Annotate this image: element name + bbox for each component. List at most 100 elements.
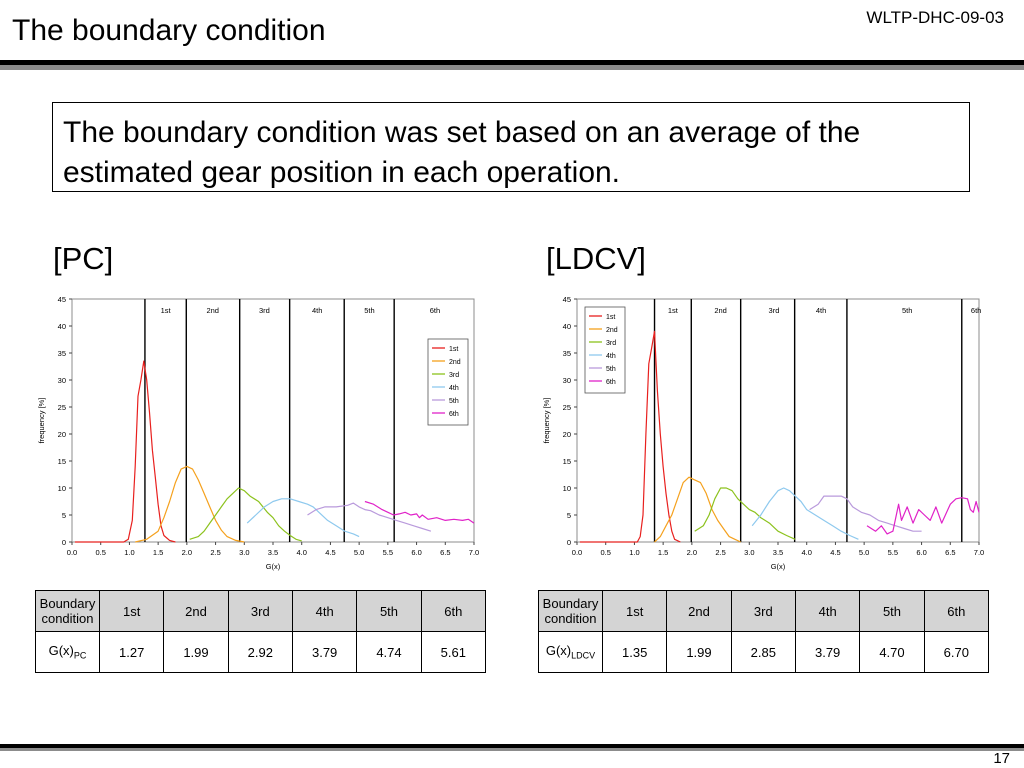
x-tick-label: 5.0 bbox=[859, 548, 869, 557]
value-cell: 3.79 bbox=[794, 631, 861, 673]
x-tick-label: 4.0 bbox=[801, 548, 811, 557]
series-line-4th bbox=[751, 487, 859, 540]
legend-box bbox=[427, 338, 469, 426]
series-line-1st bbox=[74, 360, 176, 543]
panel-label-pc: [PC] bbox=[53, 241, 114, 276]
gear-band-label: 1st bbox=[161, 306, 172, 315]
header-cell: 1st bbox=[601, 590, 668, 632]
page-number: 17 bbox=[993, 750, 1010, 767]
gear-band-label: 3rd bbox=[769, 306, 780, 315]
y-tick-label: 10 bbox=[563, 484, 571, 493]
document-id: WLTP-DHC-09-03 bbox=[866, 8, 1004, 27]
x-tick-label: 3.0 bbox=[744, 548, 754, 557]
y-tick-label: 45 bbox=[58, 295, 66, 304]
row-label-main: G(x) bbox=[48, 643, 74, 659]
table-row: G(x)PC 1.27 1.99 2.92 3.79 4.74 5.61 bbox=[35, 631, 487, 673]
footer-rule bbox=[0, 744, 1024, 748]
legend-label: 2nd bbox=[606, 327, 618, 334]
gear-band-label: 4th bbox=[816, 306, 826, 315]
gear-band-label: 3rd bbox=[259, 306, 270, 315]
x-tick-label: 5.5 bbox=[888, 548, 898, 557]
x-tick-label: 5.5 bbox=[383, 548, 393, 557]
gear-band-label: 4th bbox=[312, 306, 322, 315]
gear-band-label: 2nd bbox=[206, 306, 219, 315]
series-line-5th bbox=[307, 502, 432, 532]
series-line-3rd bbox=[189, 487, 302, 542]
y-tick-label: 25 bbox=[563, 403, 571, 412]
header-cell: Boundary condition bbox=[538, 590, 603, 632]
legend-box bbox=[584, 306, 626, 394]
x-axis-label: G(x) bbox=[771, 562, 786, 571]
header-cell: 3rd bbox=[730, 590, 796, 632]
header-cell: 1st bbox=[98, 590, 165, 632]
x-tick-label: 2.5 bbox=[715, 548, 725, 557]
gear-band-label: 6th bbox=[430, 306, 440, 315]
row-label-sub: PC bbox=[73, 650, 87, 661]
legend-label: 1st bbox=[449, 346, 458, 353]
gear-band-label: 1st bbox=[668, 306, 679, 315]
y-tick-label: 0 bbox=[62, 538, 66, 547]
header-cell: 5th bbox=[356, 590, 422, 632]
series-line-6th bbox=[866, 497, 980, 535]
y-tick-label: 25 bbox=[58, 403, 66, 412]
y-tick-label: 15 bbox=[58, 457, 66, 466]
value-cell: 2.85 bbox=[730, 631, 796, 673]
x-tick-label: 1.5 bbox=[153, 548, 163, 557]
legend-label: 6th bbox=[606, 379, 616, 386]
plot-area bbox=[576, 298, 980, 543]
y-tick-label: 30 bbox=[563, 376, 571, 385]
row-label-sub: LDCV bbox=[571, 650, 596, 661]
legend-label: 5th bbox=[449, 398, 459, 405]
header-rule-shadow bbox=[0, 65, 1024, 70]
x-tick-label: 0.5 bbox=[95, 548, 105, 557]
x-tick-label: 5.0 bbox=[354, 548, 364, 557]
value-cell: 1.99 bbox=[666, 631, 732, 673]
x-tick-label: 3.5 bbox=[268, 548, 278, 557]
header-cell: 2nd bbox=[163, 590, 229, 632]
series-line-4th bbox=[246, 498, 360, 538]
value-cell: 6.70 bbox=[923, 631, 990, 673]
y-tick-label: 15 bbox=[563, 457, 571, 466]
legend-label: 6th bbox=[449, 411, 459, 418]
pc-frequency-chart: 0 5 10 15 20 25 30 35 40 45 0.0 0.5 1.0 1.5 2.0 2.5 3.0 3… bbox=[37, 295, 479, 571]
series-line-2nd bbox=[135, 465, 245, 543]
legend-label: 3rd bbox=[449, 372, 459, 379]
series-line-5th bbox=[809, 495, 922, 532]
x-tick-label: 1.0 bbox=[629, 548, 639, 557]
header-cell: 4th bbox=[291, 590, 358, 632]
y-tick-label: 40 bbox=[58, 322, 66, 331]
header-cell: Boundary condition bbox=[35, 590, 100, 632]
gear-band-label: 2nd bbox=[714, 306, 727, 315]
legend-label: 5th bbox=[606, 366, 616, 373]
legend-label: 3rd bbox=[606, 340, 616, 347]
x-tick-label: 3.0 bbox=[239, 548, 249, 557]
legend-label: 1st bbox=[606, 314, 615, 321]
table-row: G(x)LDCV 1.35 1.99 2.85 3.79 4.70 6.70 bbox=[538, 631, 990, 673]
legend-label: 4th bbox=[449, 385, 459, 392]
header-cell: 5th bbox=[859, 590, 925, 632]
table-header-row: Boundary condition 1st 2nd 3rd 4th 5th 6… bbox=[35, 590, 487, 632]
header-cell: 4th bbox=[794, 590, 861, 632]
x-tick-label: 0.5 bbox=[600, 548, 610, 557]
header-cell: 6th bbox=[923, 590, 990, 632]
summary-box: The boundary condition was set based on … bbox=[52, 102, 970, 192]
x-tick-label: 3.5 bbox=[773, 548, 783, 557]
y-tick-label: 5 bbox=[62, 511, 66, 520]
gear-band-label: 6th bbox=[971, 306, 981, 315]
value-cell: 1.35 bbox=[601, 631, 668, 673]
x-tick-label: 4.0 bbox=[296, 548, 306, 557]
y-tick-label: 40 bbox=[563, 322, 571, 331]
x-tick-label: 0.0 bbox=[67, 548, 77, 557]
y-axis-label: frequency [%] bbox=[37, 398, 46, 444]
row-label-main: G(x) bbox=[545, 643, 572, 659]
x-tick-label: 6.5 bbox=[440, 548, 450, 557]
value-cell: 1.99 bbox=[163, 631, 229, 673]
y-tick-label: 35 bbox=[58, 349, 66, 358]
gear-band-label: 5th bbox=[902, 306, 912, 315]
x-tick-label: 4.5 bbox=[830, 548, 840, 557]
footer-rule-shadow bbox=[0, 748, 1024, 751]
value-cell: 4.70 bbox=[859, 631, 925, 673]
header-rule bbox=[0, 60, 1024, 65]
y-tick-label: 30 bbox=[58, 376, 66, 385]
value-cell: 2.92 bbox=[227, 631, 293, 673]
